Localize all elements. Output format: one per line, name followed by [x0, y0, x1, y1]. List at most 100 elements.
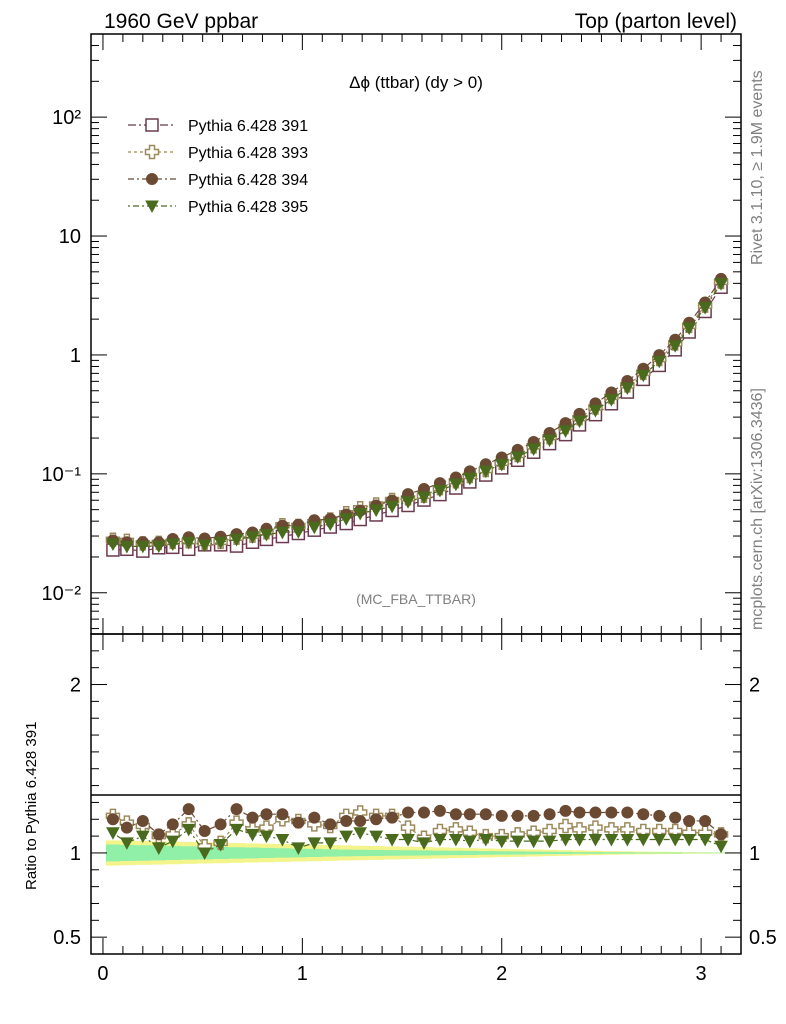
main-point — [636, 369, 651, 383]
ratio-point — [573, 806, 586, 819]
ratio-point — [588, 833, 603, 847]
ratio-series-2 — [106, 823, 728, 860]
main-ytick-label: 10 — [59, 226, 81, 248]
ratio-point — [636, 833, 651, 847]
ratio-point — [478, 833, 493, 847]
ratio-point — [698, 833, 712, 847]
main-point — [433, 484, 447, 498]
ratio-point — [462, 835, 477, 849]
legend-label: Pythia 6.428 393 — [188, 145, 308, 162]
ratio-point — [385, 833, 399, 847]
main-point — [245, 531, 260, 544]
ratio-point — [653, 809, 666, 822]
ratio-point — [526, 835, 541, 849]
ratio-xtick-label: 2 — [496, 963, 507, 985]
ratio-point — [275, 833, 290, 847]
main-series-1 — [105, 274, 729, 551]
main-point — [510, 451, 525, 464]
ratio-point — [604, 822, 619, 837]
main-point — [668, 340, 683, 353]
main-point — [197, 539, 212, 553]
main-series-line — [112, 286, 722, 552]
main-point — [494, 458, 509, 472]
ratio-point — [136, 814, 149, 827]
main-point — [307, 521, 322, 535]
ratio-point — [120, 821, 133, 834]
ratio-point — [151, 842, 166, 855]
legend: Pythia 6.428 391 Pythia 6.428 393 Pythia 6… — [128, 118, 308, 216]
main-point — [353, 508, 368, 521]
main-point — [369, 504, 383, 518]
ratio-point — [401, 833, 415, 847]
ratio-point — [106, 813, 119, 826]
ratio-point — [433, 804, 446, 817]
main-point — [120, 540, 134, 554]
main-point — [181, 536, 196, 550]
main-point — [385, 500, 399, 514]
ratio-point — [339, 830, 354, 844]
main-point — [213, 536, 228, 550]
ratio-point — [510, 835, 525, 849]
main-point — [323, 518, 338, 532]
ratio-point — [605, 806, 618, 819]
ratio-point — [511, 809, 524, 822]
ratio-band-green — [105, 844, 729, 862]
ratio-point — [620, 833, 635, 847]
main-point — [604, 394, 619, 407]
ratio-ytick-label-right: 2 — [749, 675, 760, 697]
ratio-point — [652, 833, 667, 847]
ratio-point — [369, 830, 383, 844]
ratio-point — [386, 811, 399, 824]
ratio-point — [494, 835, 509, 849]
watermark: (MC_FBA_TTBAR) — [356, 591, 476, 607]
header-right-title: Top (parton level) — [575, 10, 737, 33]
ratio-xtick-label: 1 — [297, 963, 308, 985]
ratio-point — [323, 837, 338, 850]
main-point — [151, 540, 166, 554]
ratio-series-line — [112, 828, 722, 854]
ratio-point — [291, 842, 306, 855]
ratio-point — [572, 833, 587, 847]
ratio-point — [558, 833, 573, 847]
chart-title: Δϕ (ttbar) (dy > 0) — [349, 73, 483, 92]
ratio-series-line — [112, 808, 722, 836]
legend-label: Pythia 6.428 391 — [188, 118, 308, 135]
ratio-point — [463, 808, 476, 821]
ratio-point — [572, 822, 587, 837]
legend-marker — [144, 144, 160, 160]
main-point — [652, 355, 667, 369]
main-point — [478, 465, 493, 479]
ratio-point — [683, 814, 696, 827]
main-point — [106, 538, 120, 552]
main-point — [229, 533, 244, 547]
legend-marker — [145, 118, 159, 132]
ratio-point — [230, 803, 243, 816]
ratio-point — [433, 833, 447, 847]
main-point — [401, 496, 415, 509]
legend-marker — [146, 173, 158, 185]
ratio-ytick-label: 1 — [70, 843, 81, 865]
ratio-point — [197, 847, 212, 860]
ratio-point — [604, 833, 619, 847]
ratio-point — [542, 835, 557, 849]
ratio-point — [245, 828, 260, 842]
ratio-point — [495, 809, 508, 822]
main-point — [449, 478, 463, 492]
ratio-series-line — [112, 811, 722, 847]
ratio-point — [260, 808, 273, 821]
ratio-point — [417, 837, 431, 850]
ratio-point — [559, 804, 572, 817]
main-point — [275, 526, 290, 540]
ratio-point — [558, 818, 573, 834]
ratio-point — [370, 813, 383, 826]
main-ytick-label: 10⁻¹ — [42, 464, 82, 486]
ratio-point — [621, 806, 634, 819]
ratio-point — [668, 833, 683, 847]
ratio-point — [479, 808, 492, 821]
main-series-line — [112, 278, 722, 544]
main-series-2 — [106, 272, 728, 549]
ratio-ytick-label-right: 0.5 — [749, 927, 777, 949]
ratio-point — [682, 833, 697, 847]
main-series-line — [112, 283, 722, 548]
ratio-point — [542, 823, 557, 839]
